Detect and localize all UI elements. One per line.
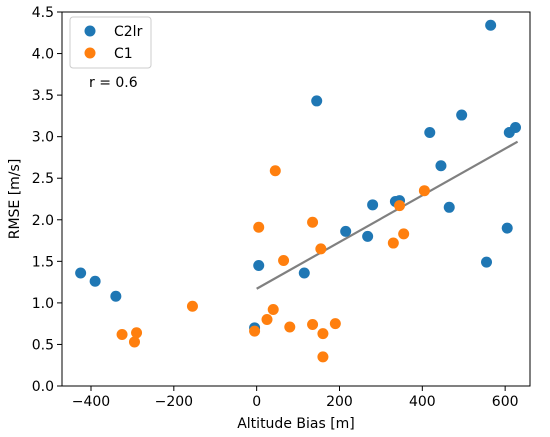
y-tick-label: 4.5 — [32, 5, 54, 21]
data-point-c1 — [278, 255, 290, 267]
data-point-c2lr — [253, 259, 265, 271]
data-point-c1 — [116, 328, 128, 340]
data-point-c1 — [398, 228, 410, 240]
data-point-c1 — [186, 300, 198, 312]
y-tick-label: 2.0 — [32, 213, 54, 229]
x-tick-label: −400 — [72, 394, 110, 410]
data-point-c2lr — [510, 122, 522, 134]
y-axis-label: RMSE [m/s] — [7, 159, 23, 240]
data-point-c1 — [128, 336, 140, 348]
x-tick-label: −200 — [155, 394, 193, 410]
data-point-c2lr — [367, 199, 379, 211]
data-point-c2lr — [443, 201, 455, 213]
y-tick-label: 3.5 — [32, 88, 54, 104]
legend-marker-c1 — [84, 47, 96, 59]
data-point-c2lr — [424, 127, 436, 139]
trend-line — [256, 140, 519, 290]
y-tick-label: 4.0 — [32, 47, 54, 63]
data-point-c2lr — [456, 109, 468, 121]
ticks-layer: −400 −200 0 200 400 600 0.0 0.5 1.0 1.5 2.0 2.5 3.0 3… — [32, 5, 519, 410]
data-point-c2lr — [340, 225, 352, 237]
data-point-c1 — [253, 221, 265, 233]
data-point-c2lr — [311, 95, 323, 107]
points-layer — [75, 19, 522, 363]
data-point-c2lr — [89, 275, 101, 287]
data-point-c2lr — [75, 267, 87, 279]
y-tick-label: 2.5 — [32, 171, 54, 187]
data-point-c1 — [261, 314, 273, 326]
legend-marker-c2lr — [84, 25, 96, 37]
data-point-c2lr — [298, 267, 310, 279]
legend: C2lr C1 — [69, 16, 152, 69]
data-point-c1 — [418, 185, 430, 197]
legend-label-c1: C1 — [114, 46, 133, 62]
x-axis-label: Altitude Bias [m] — [237, 416, 355, 432]
y-tick-label: 0.5 — [32, 337, 54, 353]
data-point-c1 — [394, 200, 406, 212]
data-point-c1 — [317, 328, 329, 340]
data-point-c2lr — [485, 19, 497, 31]
data-point-c1 — [284, 321, 296, 333]
data-point-c2lr — [435, 160, 447, 172]
data-point-c1 — [315, 243, 327, 255]
data-point-c1 — [307, 318, 319, 330]
x-tick-label: 0 — [252, 394, 261, 410]
data-point-c2lr — [110, 290, 122, 302]
x-tick-label: 400 — [409, 394, 436, 410]
plot-frame — [61, 11, 531, 387]
y-tick-label: 1.0 — [32, 296, 54, 312]
fit-line-layer — [256, 140, 519, 290]
data-point-c1 — [267, 304, 279, 316]
data-point-c2lr — [481, 256, 493, 268]
data-point-c2lr — [362, 230, 374, 242]
x-tick-label: 200 — [326, 394, 353, 410]
data-point-c2lr — [501, 222, 513, 234]
data-point-c1 — [317, 351, 329, 363]
data-point-c1 — [329, 318, 341, 330]
data-point-c1 — [131, 327, 143, 339]
data-point-c1 — [387, 237, 399, 249]
y-tick-label: 1.5 — [32, 254, 54, 270]
data-point-c1 — [307, 216, 319, 228]
legend-label-c2lr: C2lr — [114, 24, 143, 40]
data-point-c1 — [269, 165, 281, 177]
data-point-c1 — [249, 325, 261, 337]
y-tick-label: 0.0 — [32, 379, 54, 395]
x-tick-label: 600 — [492, 394, 519, 410]
correlation-annotation: r = 0.6 — [89, 75, 138, 91]
y-tick-label: 3.0 — [32, 130, 54, 146]
